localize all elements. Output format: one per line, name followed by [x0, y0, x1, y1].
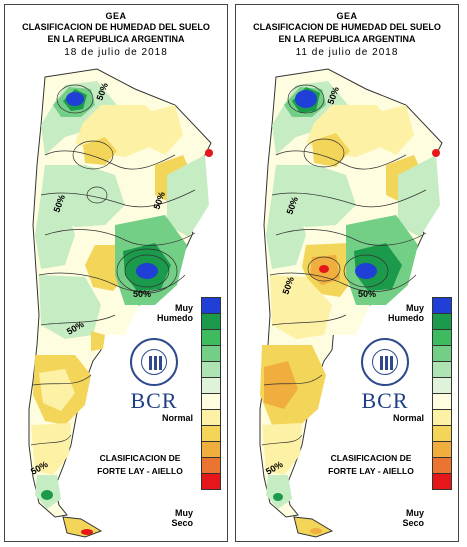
dry-zone-la-pampa [91, 331, 105, 351]
classification-line1: CLASIFICACION DE [99, 453, 181, 463]
moist-zone-santa-cruz [266, 475, 292, 509]
dry-zone-formosa [366, 105, 414, 155]
legend-swatch-7 [201, 409, 221, 425]
moisture-legend [432, 297, 452, 490]
logo-text: BCR [361, 388, 409, 413]
very-wet-core-northwest [66, 92, 84, 106]
org-title: GEA [105, 11, 127, 21]
legend-swatch-1 [432, 313, 452, 329]
logo-text: BCR [130, 388, 178, 413]
dry-point-misiones [432, 149, 440, 157]
legend-swatch-11 [432, 473, 452, 490]
very-dry-core-central [319, 265, 329, 273]
bcr-logo: BCR [119, 338, 189, 414]
classification-caption: CLASIFICACION DE FORTE LAY - AIELLO [85, 452, 195, 478]
map-title-line2: EN LA REPUBLICA ARGENTINA [278, 34, 416, 44]
legend-swatch-10 [432, 457, 452, 473]
legend-swatch-2 [432, 329, 452, 345]
dry-point-misiones [205, 149, 213, 157]
light-moist-mesopotamia [167, 155, 209, 237]
legend-swatch-9 [432, 441, 452, 457]
dry-patch-tdf [310, 528, 322, 534]
dry-zone-formosa [135, 105, 183, 155]
legend-swatch-2 [201, 329, 221, 345]
bcr-logo: BCR [350, 338, 420, 414]
legend-swatch-1 [201, 313, 221, 329]
org-title: GEA [336, 11, 358, 21]
legend-swatch-6 [201, 393, 221, 409]
legend-swatch-6 [432, 393, 452, 409]
legend-swatch-0 [432, 297, 452, 313]
very-wet-core-pampa [136, 263, 158, 279]
legend-swatch-8 [201, 425, 221, 441]
dry-zone-cuyo [270, 275, 332, 339]
bolsa-de-comercio-rosario-seal-icon [361, 338, 409, 386]
soil-moisture-map: 50% 50% 50% 50% 50% 50% [28, 68, 213, 538]
moisture-legend [201, 297, 221, 490]
legend-swatch-3 [432, 345, 452, 361]
dry-zone-patagonia-south [31, 423, 71, 475]
tierra-del-fuego [293, 516, 334, 538]
legend-swatch-3 [201, 345, 221, 361]
legend-swatch-4 [432, 361, 452, 377]
normal-zone-buenos-aires-south [332, 305, 370, 335]
moist-zone-cuyo [39, 275, 101, 339]
classification-caption: CLASIFICACION DE FORTE LAY - AIELLO [316, 452, 426, 478]
legend-swatch-9 [201, 441, 221, 457]
map-title-line1: CLASIFICACION DE HUMEDAD DEL SUELO [253, 22, 441, 32]
dry-patch-tdf [81, 529, 93, 535]
legend-label-normal: Normal [161, 413, 193, 423]
map-panel-left: GEA CLASIFICACION DE HUMEDAD DEL SUELO E… [4, 4, 228, 542]
map-date: 11 de julio de 2018 [295, 47, 399, 58]
legend-swatch-0 [201, 297, 221, 313]
legend-label-dry: Muy Seco [402, 508, 424, 528]
map-date: 18 de julio de 2018 [64, 47, 168, 58]
drier-zone-patagonia [39, 369, 75, 411]
wet-core-santa-cruz [273, 493, 283, 501]
legend-swatch-5 [432, 377, 452, 393]
contour-lines [30, 84, 196, 446]
contour-label: 50% [358, 289, 376, 299]
legend-swatch-4 [201, 361, 221, 377]
dry-zone-chaco-core [312, 133, 350, 167]
map-panel-right: GEA CLASIFICACION DE HUMEDAD DEL SUELO E… [235, 4, 459, 542]
normal-zone-buenos-aires-south [101, 305, 139, 335]
tierra-del-fuego [62, 516, 103, 538]
dry-zone-chaco-core [83, 137, 117, 165]
map-title-line2: EN LA REPUBLICA ARGENTINA [47, 34, 185, 44]
light-moist-mesopotamia [398, 155, 440, 237]
legend-swatch-11 [201, 473, 221, 490]
legend-label-wet: Muy Humedo [388, 303, 424, 323]
legend-label-wet: Muy Humedo [157, 303, 193, 323]
legend-swatch-10 [201, 457, 221, 473]
legend-swatch-8 [432, 425, 452, 441]
dry-zone-patagonia-south [262, 423, 302, 475]
soil-moisture-map: 50% 50% 50% 50% 50% [259, 68, 443, 538]
legend-label-dry: Muy Seco [171, 508, 193, 528]
classification-line2: FORTE LAY - AIELLO [328, 466, 414, 476]
classification-line1: CLASIFICACION DE [330, 453, 412, 463]
wet-core-santa-cruz [41, 490, 53, 500]
drier-zone-patagonia [264, 361, 298, 409]
legend-label-normal: Normal [392, 413, 424, 423]
legend-swatch-5 [201, 377, 221, 393]
classification-line2: FORTE LAY - AIELLO [97, 466, 183, 476]
legend-swatch-7 [432, 409, 452, 425]
very-wet-core-pampa [355, 263, 377, 279]
contour-label: 50% [133, 289, 151, 299]
contour-lines [261, 84, 427, 446]
very-wet-core-northwest [295, 90, 317, 108]
map-title-line1: CLASIFICACION DE HUMEDAD DEL SUELO [22, 22, 210, 32]
bolsa-de-comercio-rosario-seal-icon [130, 338, 178, 386]
